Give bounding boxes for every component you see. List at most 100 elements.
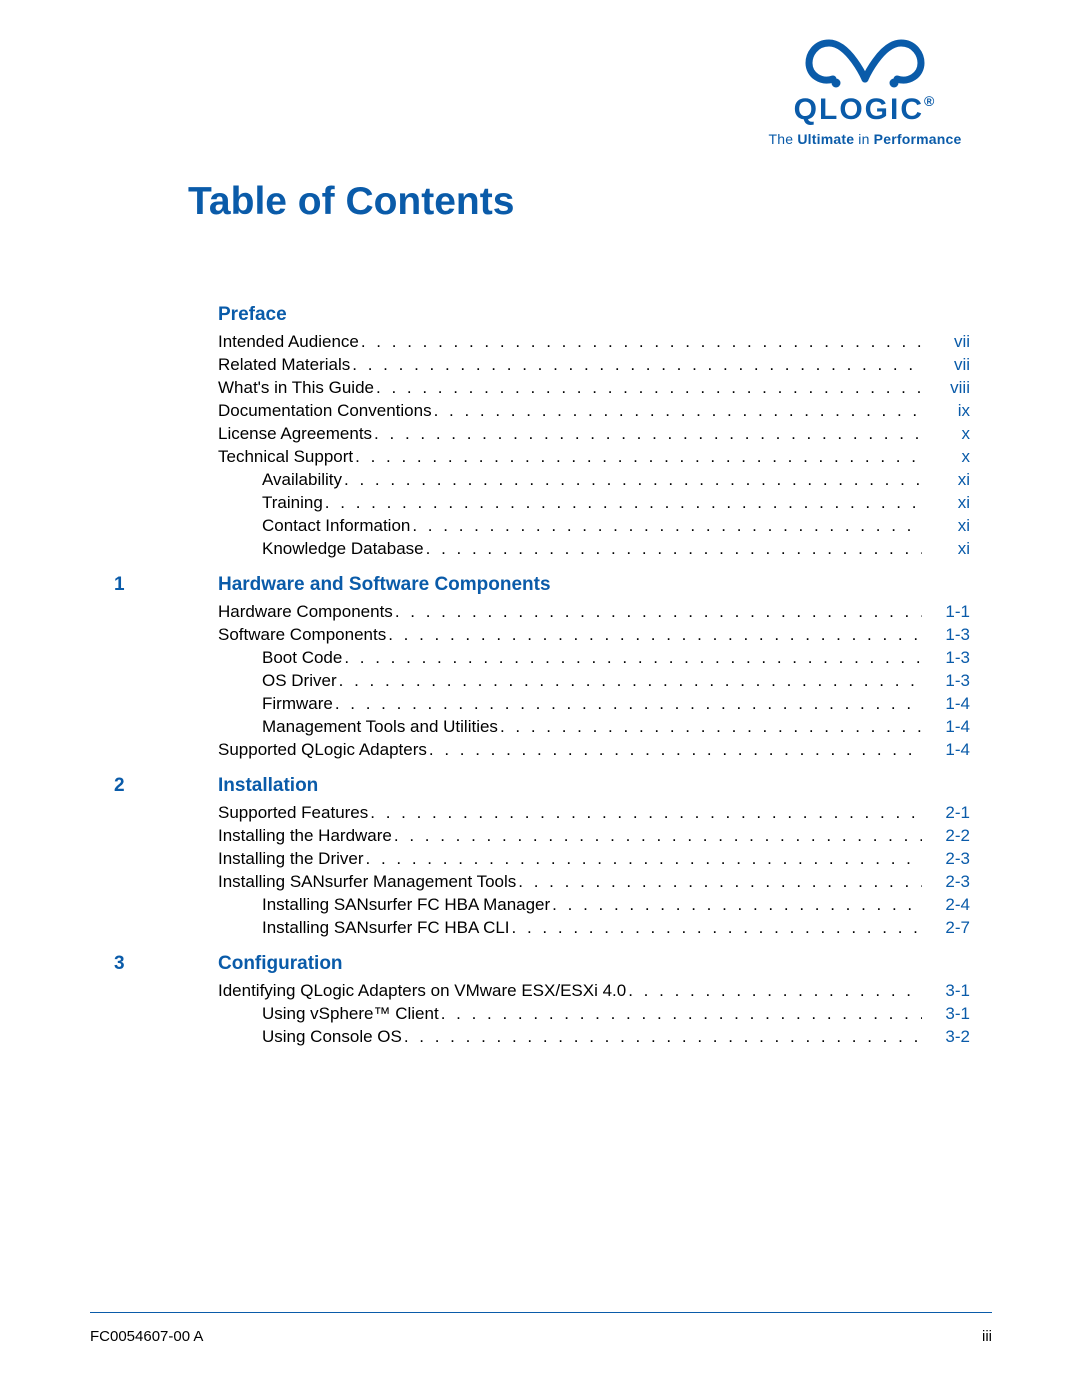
- toc-entry[interactable]: Using vSphere™ Client . . . . . . . . . …: [114, 1002, 970, 1025]
- toc-entry[interactable]: Using Console OS . . . . . . . . . . . .…: [114, 1025, 970, 1048]
- toc-leader-dots: . . . . . . . . . . . . . . . . . . . . …: [498, 715, 922, 738]
- toc-entry-label: Technical Support: [218, 445, 353, 468]
- toc-entry-page: 3-2: [922, 1025, 970, 1048]
- toc-entry-label: License Agreements: [218, 422, 372, 445]
- toc-entry[interactable]: Documentation Conventions . . . . . . . …: [114, 399, 970, 422]
- toc-entry-label: Using vSphere™ Client: [262, 1002, 439, 1025]
- toc-entry-label: Availability: [262, 468, 342, 491]
- toc-entry-page: xi: [922, 491, 970, 514]
- qlogic-logo-icon: [785, 35, 945, 91]
- toc-leader-dots: . . . . . . . . . . . . . . . . . . . . …: [392, 824, 922, 847]
- toc-leader-dots: . . . . . . . . . . . . . . . . . . . . …: [374, 376, 922, 399]
- toc-section-heading: 2Installation: [114, 775, 970, 797]
- toc-section-title[interactable]: Preface: [218, 304, 287, 326]
- toc-entry-label: Management Tools and Utilities: [262, 715, 498, 738]
- brand-wordmark: QLOGIC®: [740, 93, 990, 127]
- toc-entry-page: 2-3: [922, 870, 970, 893]
- toc-leader-dots: . . . . . . . . . . . . . . . . . . . . …: [386, 623, 922, 646]
- page-footer: FC0054607-00 A iii: [90, 1328, 992, 1345]
- toc-entry-label: Training: [262, 491, 323, 514]
- toc-entry[interactable]: Technical Support . . . . . . . . . . . …: [114, 445, 970, 468]
- registered-mark: ®: [924, 93, 936, 109]
- toc-entry-label: Firmware: [262, 692, 333, 715]
- toc-entry-page: 3-1: [922, 1002, 970, 1025]
- toc-entry-label: Intended Audience: [218, 330, 359, 353]
- toc-leader-dots: . . . . . . . . . . . . . . . . . . . . …: [353, 445, 922, 468]
- toc-leader-dots: . . . . . . . . . . . . . . . . . . . . …: [510, 916, 922, 939]
- toc-leader-dots: . . . . . . . . . . . . . . . . . . . . …: [359, 330, 922, 353]
- toc-entry[interactable]: Contact Information . . . . . . . . . . …: [114, 514, 970, 537]
- toc-entry-label: Boot Code: [262, 646, 342, 669]
- toc-section-heading: 1Hardware and Software Components: [114, 574, 970, 596]
- toc-entry-label: Identifying QLogic Adapters on VMware ES…: [218, 979, 626, 1002]
- toc-entry-page: xi: [922, 468, 970, 491]
- document-page: QLOGIC® The Ultimate in Performance Tabl…: [0, 0, 1080, 1397]
- toc-entry[interactable]: Installing SANsurfer FC HBA CLI . . . . …: [114, 916, 970, 939]
- toc-leader-dots: . . . . . . . . . . . . . . . . . . . . …: [342, 468, 922, 491]
- toc-entry-label: Contact Information: [262, 514, 410, 537]
- toc-section-title[interactable]: Installation: [218, 775, 318, 797]
- toc-entry-page: 1-3: [922, 646, 970, 669]
- toc-entry-label: What's in This Guide: [218, 376, 374, 399]
- toc-entry-label: Related Materials: [218, 353, 350, 376]
- toc-entry-page: ix: [922, 399, 970, 422]
- toc-entry-page: 3-1: [922, 979, 970, 1002]
- toc-leader-dots: . . . . . . . . . . . . . . . . . . . . …: [424, 537, 922, 560]
- toc-entry[interactable]: Installing the Driver . . . . . . . . . …: [114, 847, 970, 870]
- toc-entry[interactable]: Intended Audience . . . . . . . . . . . …: [114, 330, 970, 353]
- footer-page-number: iii: [982, 1328, 992, 1345]
- toc-entry-page: 2-3: [922, 847, 970, 870]
- toc-entry[interactable]: What's in This Guide . . . . . . . . . .…: [114, 376, 970, 399]
- toc-entry-page: 1-3: [922, 669, 970, 692]
- toc-entry-page: xi: [922, 537, 970, 560]
- toc-leader-dots: . . . . . . . . . . . . . . . . . . . . …: [402, 1025, 922, 1048]
- toc-entry[interactable]: Related Materials . . . . . . . . . . . …: [114, 353, 970, 376]
- toc-leader-dots: . . . . . . . . . . . . . . . . . . . . …: [626, 979, 922, 1002]
- toc-entry[interactable]: License Agreements . . . . . . . . . . .…: [114, 422, 970, 445]
- toc-section-title[interactable]: Hardware and Software Components: [218, 574, 551, 596]
- toc-entry-page: xi: [922, 514, 970, 537]
- toc-entry[interactable]: Firmware . . . . . . . . . . . . . . . .…: [114, 692, 970, 715]
- toc-entry-label: Supported Features: [218, 801, 368, 824]
- toc-entry[interactable]: Boot Code . . . . . . . . . . . . . . . …: [114, 646, 970, 669]
- toc-leader-dots: . . . . . . . . . . . . . . . . . . . . …: [432, 399, 922, 422]
- toc-entry[interactable]: Supported Features . . . . . . . . . . .…: [114, 801, 970, 824]
- toc-entry-label: Installing SANsurfer Management Tools: [218, 870, 516, 893]
- toc-entry[interactable]: Installing SANsurfer Management Tools . …: [114, 870, 970, 893]
- toc-leader-dots: . . . . . . . . . . . . . . . . . . . . …: [393, 600, 922, 623]
- toc-entry[interactable]: Knowledge Database . . . . . . . . . . .…: [114, 537, 970, 560]
- toc-entry[interactable]: Installing the Hardware . . . . . . . . …: [114, 824, 970, 847]
- brand-word: QLOGIC: [794, 93, 924, 126]
- toc-leader-dots: . . . . . . . . . . . . . . . . . . . . …: [427, 738, 922, 761]
- toc-entry[interactable]: Identifying QLogic Adapters on VMware ES…: [114, 979, 970, 1002]
- toc-entry-page: 2-2: [922, 824, 970, 847]
- toc-leader-dots: . . . . . . . . . . . . . . . . . . . . …: [550, 893, 922, 916]
- toc-entry[interactable]: Training . . . . . . . . . . . . . . . .…: [114, 491, 970, 514]
- toc-leader-dots: . . . . . . . . . . . . . . . . . . . . …: [333, 692, 922, 715]
- toc-entry-label: Knowledge Database: [262, 537, 424, 560]
- toc-entry-label: Installing SANsurfer FC HBA CLI: [262, 916, 510, 939]
- toc-entry[interactable]: Hardware Components . . . . . . . . . . …: [114, 600, 970, 623]
- brand-logo-block: QLOGIC® The Ultimate in Performance: [740, 35, 990, 147]
- toc-entry-page: 2-1: [922, 801, 970, 824]
- toc-entry-page: 1-4: [922, 738, 970, 761]
- toc-section-title[interactable]: Configuration: [218, 953, 343, 975]
- toc-section-heading: 3Configuration: [114, 953, 970, 975]
- toc-section-number: 2: [114, 775, 218, 797]
- toc-entry[interactable]: Management Tools and Utilities . . . . .…: [114, 715, 970, 738]
- toc-section-number: 1: [114, 574, 218, 596]
- toc-entry[interactable]: Supported QLogic Adapters . . . . . . . …: [114, 738, 970, 761]
- footer-rule: [90, 1312, 992, 1313]
- toc-leader-dots: . . . . . . . . . . . . . . . . . . . . …: [323, 491, 922, 514]
- toc-leader-dots: . . . . . . . . . . . . . . . . . . . . …: [350, 353, 922, 376]
- toc-entry[interactable]: Software Components . . . . . . . . . . …: [114, 623, 970, 646]
- toc-entry-page: 1-1: [922, 600, 970, 623]
- toc-leader-dots: . . . . . . . . . . . . . . . . . . . . …: [410, 514, 922, 537]
- toc-leader-dots: . . . . . . . . . . . . . . . . . . . . …: [516, 870, 922, 893]
- toc-entry-label: Documentation Conventions: [218, 399, 432, 422]
- toc-entry[interactable]: Availability . . . . . . . . . . . . . .…: [114, 468, 970, 491]
- toc-entry[interactable]: Installing SANsurfer FC HBA Manager . . …: [114, 893, 970, 916]
- toc-entry[interactable]: OS Driver . . . . . . . . . . . . . . . …: [114, 669, 970, 692]
- toc-entry-page: x: [922, 445, 970, 468]
- toc-leader-dots: . . . . . . . . . . . . . . . . . . . . …: [342, 646, 922, 669]
